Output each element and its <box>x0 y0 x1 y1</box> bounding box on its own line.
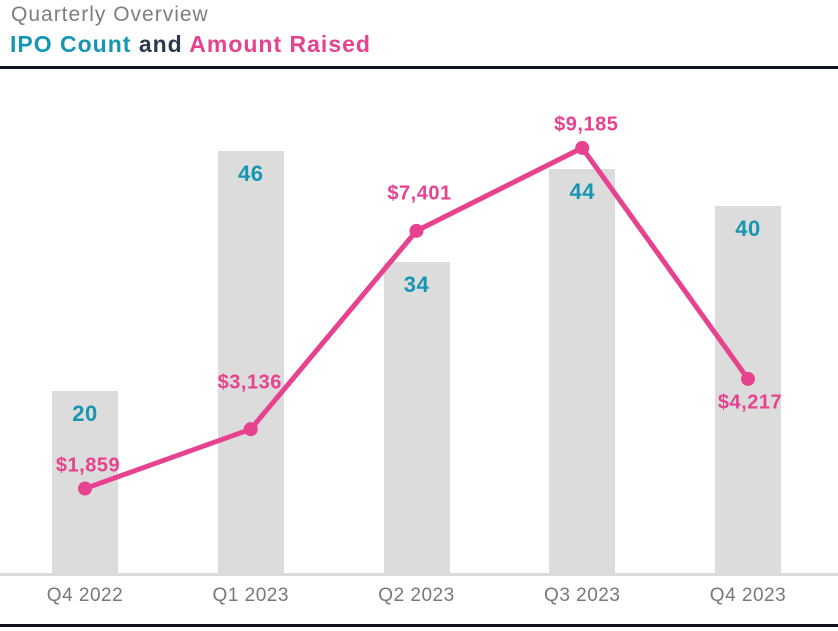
category-label-q3-2023: Q3 2023 <box>544 585 621 606</box>
amount-label-q1-2023: $3,136 <box>217 371 282 394</box>
page-subtitle: IPO Count and Amount Raised <box>10 31 371 58</box>
amount-label-q4-2023: $4,217 <box>717 391 783 414</box>
amount-dot-q3-2023 <box>575 140 590 155</box>
subtitle-and: and <box>131 31 190 57</box>
amount-label-q4-2022: $1,859 <box>55 454 121 477</box>
subtitle-amount-raised: Amount Raised <box>189 31 371 57</box>
category-label-q4-2022: Q4 2022 <box>46 585 124 606</box>
category-label-q4-2023: Q4 2023 <box>709 585 787 606</box>
amount-label-q3-2023: $9,185 <box>554 113 619 136</box>
count-label-q3-2023: 44 <box>569 179 595 204</box>
amount-dot-q2-2023 <box>409 223 424 238</box>
bottom-divider <box>0 624 838 627</box>
bar-q1-2023 <box>217 150 284 576</box>
count-label-q2-2023: 34 <box>403 271 430 297</box>
top-divider <box>0 66 838 69</box>
amount-label-q2-2023: $7,401 <box>387 182 452 205</box>
page-title: Quarterly Overview <box>11 3 209 26</box>
category-label-q2-2023: Q2 2023 <box>378 585 455 606</box>
bar-q2-2023 <box>383 261 450 576</box>
category-label-q1-2023: Q1 2023 <box>212 585 289 606</box>
count-label-q4-2022: 20 <box>72 401 98 426</box>
bar-q3-2023 <box>549 169 616 576</box>
subtitle-ipo-count: IPO Count <box>10 31 132 57</box>
count-label-q1-2023: 46 <box>238 160 264 186</box>
count-label-q4-2023: 40 <box>735 216 761 241</box>
